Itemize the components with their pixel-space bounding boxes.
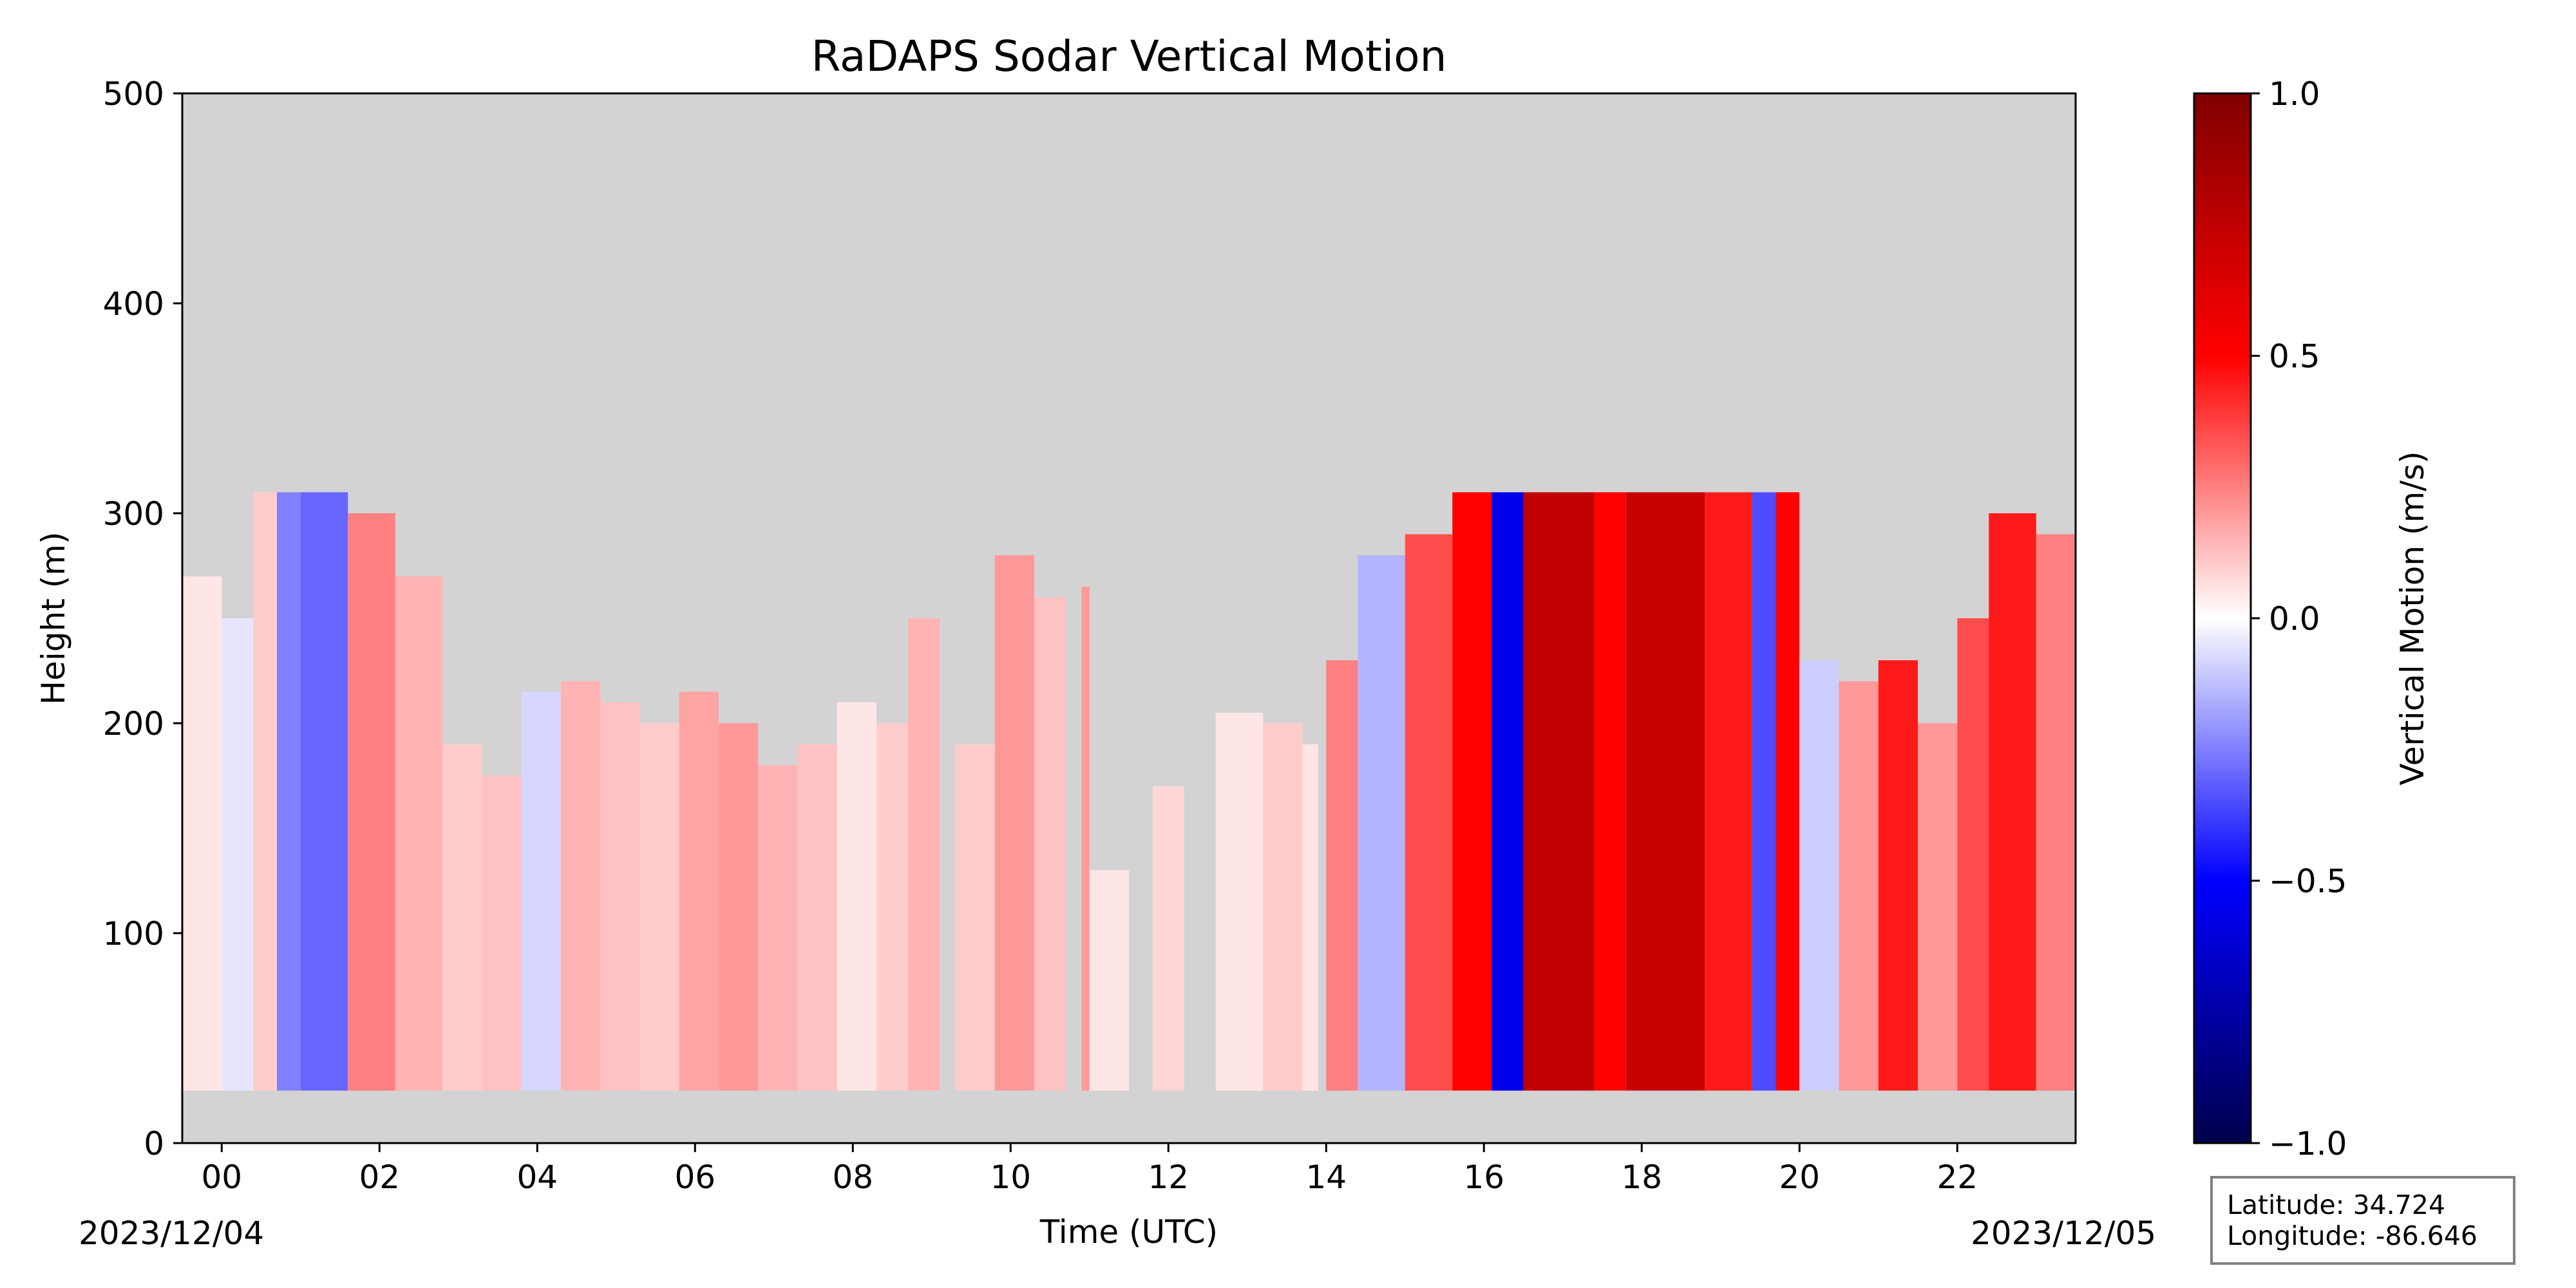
data-column [277,492,301,1091]
start-date-label: 2023/12/04 [79,1215,264,1252]
data-column [1799,660,1839,1091]
data-column [797,744,837,1091]
data-column [482,775,522,1091]
data-column [600,702,640,1091]
data-column [1878,660,1918,1091]
data-column [521,692,561,1091]
data-column [1705,492,1752,1091]
x-tick-label: 06 [674,1159,715,1196]
data-column [1839,681,1879,1091]
colorbar-axis: 1.0 0.5 0.0 −0.5 −1.0 [2251,75,2347,1162]
data-column [908,618,940,1091]
data-column [395,576,443,1091]
y-axis: 0 100 200 300 400 500 [103,75,182,1162]
data-column [1918,723,1958,1091]
data-column [2036,534,2076,1091]
data-column [1215,712,1264,1091]
y-tick-label: 400 [103,285,164,323]
colorbar-tick-label: 0.0 [2269,600,2320,638]
data-column [1358,555,1405,1091]
y-tick-label: 100 [103,915,164,952]
x-tick-label: 16 [1463,1159,1504,1196]
x-axis-label: Time (UTC) [1039,1213,1218,1251]
data-column [442,744,482,1091]
info-box [2210,1176,2515,1265]
x-tick-label: 04 [516,1159,558,1196]
data-layer [182,492,2076,1091]
data-column [837,702,876,1091]
colorbar-tick-label: −0.5 [2269,863,2347,900]
data-column [1776,492,1800,1091]
data-column [1752,492,1776,1091]
x-tick-label: 02 [359,1159,400,1196]
data-column [561,681,601,1091]
data-column [758,765,798,1091]
latitude-text: Latitude: 34.724 [2227,1189,2445,1220]
chart-title: RaDAPS Sodar Vertical Motion [811,32,1447,81]
data-column [1089,870,1129,1091]
data-column [1152,786,1184,1091]
data-column [1492,492,1524,1091]
data-column [1452,492,1492,1091]
colorbar [2193,92,2252,1144]
data-column [1989,513,2036,1091]
data-column [719,723,759,1091]
end-date-label: 2023/12/05 [1971,1215,2156,1252]
longitude-text: Longitude: -86.646 [2227,1220,2477,1251]
data-column [253,492,277,1091]
data-column [1326,660,1358,1091]
data-column [1523,492,1595,1091]
x-axis: 00 02 04 06 08 10 12 14 16 18 20 22 [201,1143,1978,1196]
y-tick-label: 0 [144,1125,164,1162]
x-tick-label: 08 [832,1159,873,1196]
plot-frame [181,92,2077,1144]
data-column [1957,618,1989,1091]
data-column [348,513,395,1091]
data-column [182,576,222,1091]
y-tick-label: 200 [103,705,164,743]
data-column [876,723,908,1091]
x-tick-label: 10 [990,1159,1031,1196]
data-column [994,555,1034,1091]
x-tick-label: 18 [1621,1159,1662,1196]
data-column [639,723,679,1091]
data-column [1263,723,1303,1091]
x-tick-label: 12 [1148,1159,1189,1196]
x-tick-label: 20 [1779,1159,1820,1196]
data-column [679,692,719,1091]
colorbar-tick-label: 0.5 [2269,338,2320,375]
data-column [1405,534,1453,1091]
y-tick-label: 500 [103,75,164,113]
data-column [1081,587,1090,1091]
data-column [300,492,348,1091]
data-column [222,618,254,1091]
y-tick-label: 300 [103,495,164,533]
y-axis-label: Height (m) [35,532,72,705]
data-column [1034,597,1066,1091]
data-column [1594,492,1626,1091]
x-tick-label: 00 [201,1159,242,1196]
colorbar-tick-label: 1.0 [2269,75,2320,113]
x-tick-label: 22 [1937,1159,1978,1196]
data-column [1625,492,1705,1091]
x-tick-label: 14 [1305,1159,1347,1196]
colorbar-tick-label: −1.0 [2269,1125,2347,1162]
data-column [955,744,995,1091]
colorbar-label: Vertical Motion (m/s) [2394,451,2431,785]
data-column [1302,744,1318,1091]
